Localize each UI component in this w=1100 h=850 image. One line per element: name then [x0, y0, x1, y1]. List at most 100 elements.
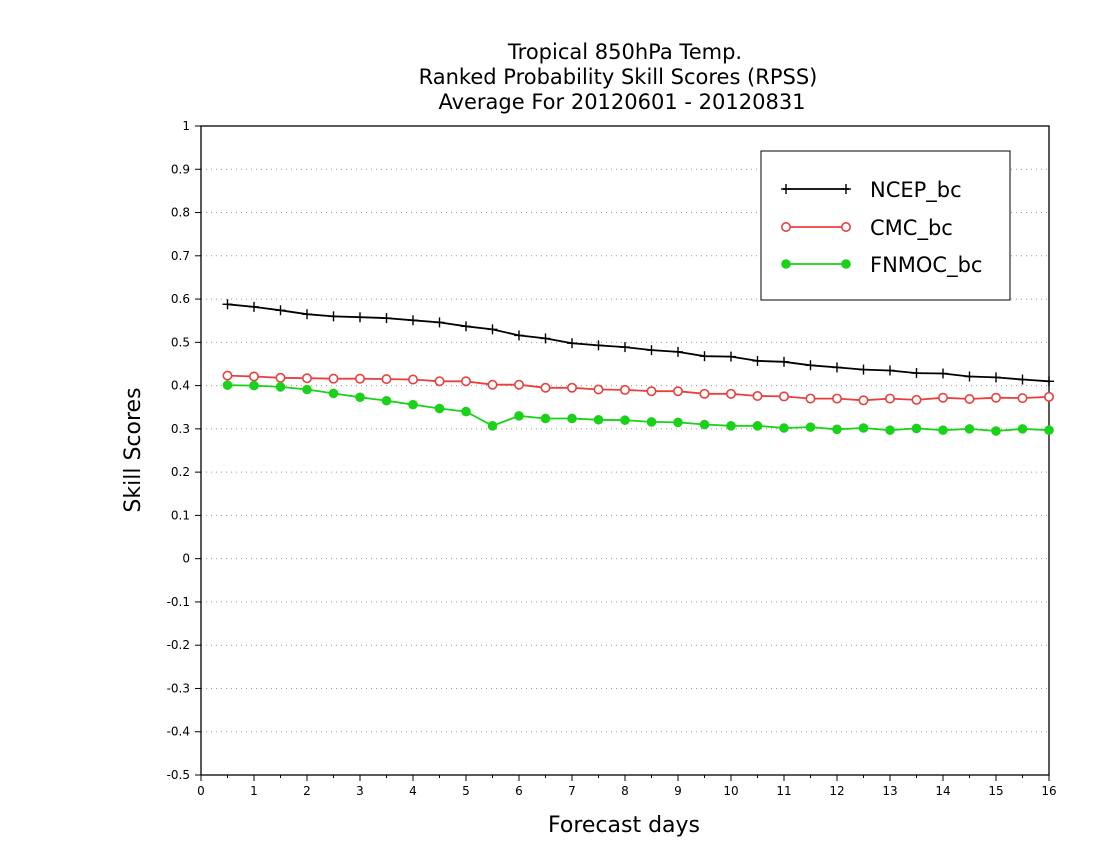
- y-tick-label: 0.3: [171, 422, 190, 436]
- series-line: [227, 384, 1050, 432]
- plus-marker: [381, 313, 392, 324]
- filled-circle-marker: [646, 417, 657, 427]
- plus-marker: [781, 184, 791, 194]
- y-tick-label: -0.2: [167, 638, 190, 652]
- x-tick-label: 15: [988, 784, 1003, 798]
- filled-circle-marker: [620, 415, 630, 426]
- series-group: [222, 299, 1055, 436]
- plus-marker: [275, 305, 286, 316]
- y-tick-label: 0.1: [171, 508, 190, 522]
- open-circle-marker: [540, 382, 551, 393]
- plus-marker: [514, 330, 524, 341]
- open-circle-marker: [513, 379, 524, 390]
- filled-circle-marker: [1017, 424, 1028, 434]
- plus-marker: [938, 368, 948, 379]
- plus-marker: [991, 372, 1001, 383]
- y-tick-label: 0.6: [171, 292, 190, 306]
- filled-circle-marker: [355, 392, 365, 403]
- filled-circle-marker: [275, 382, 286, 392]
- x-tick-label: 9: [674, 784, 682, 798]
- plus-marker: [964, 371, 975, 382]
- legend-entry: NCEP_bc: [781, 178, 962, 203]
- chart-title-line-2: Ranked Probability Skill Scores (RPSS): [419, 65, 818, 89]
- plus-marker: [673, 346, 683, 357]
- plus-marker: [620, 342, 630, 353]
- open-circle-marker: [840, 222, 851, 233]
- filled-circle-marker: [752, 421, 763, 431]
- y-tick-label: 0.9: [171, 162, 190, 176]
- legend-entry: CMC_bc: [780, 216, 953, 241]
- filled-circle-marker: [434, 403, 445, 414]
- x-tick-label: 16: [1041, 784, 1056, 798]
- filled-circle-marker: [487, 421, 498, 431]
- plus-marker: [540, 333, 551, 344]
- open-circle-marker: [1017, 393, 1028, 404]
- plus-marker: [752, 355, 763, 366]
- plus-marker: [249, 301, 259, 312]
- open-circle-marker: [566, 382, 577, 393]
- x-tick-label: 13: [882, 784, 897, 798]
- filled-circle-marker: [222, 380, 233, 390]
- open-circle-marker: [858, 395, 869, 406]
- open-circle-marker: [831, 393, 842, 404]
- open-circle-marker: [619, 384, 630, 395]
- axes: -0.5 -0.4 -0.3 -0.2 -0.1 0 0.1 0.2 0.3 0.4 0.5 0.6 0…: [167, 119, 1057, 798]
- filled-circle-marker: [593, 414, 604, 425]
- filled-circle-marker: [832, 424, 842, 435]
- open-circle-marker: [884, 393, 895, 404]
- legend-label: FNMOC_bc: [870, 253, 982, 278]
- filled-circle-marker: [781, 259, 791, 269]
- open-circle-marker: [1044, 391, 1055, 402]
- open-circle-marker: [990, 392, 1001, 403]
- y-tick-label: -0.3: [167, 681, 190, 695]
- x-tick-label: 14: [935, 784, 950, 798]
- open-circle-marker: [699, 388, 710, 399]
- open-circle-marker: [778, 391, 789, 402]
- open-circle-marker: [725, 388, 736, 399]
- filled-circle-marker: [964, 424, 975, 434]
- plus-marker: [1044, 376, 1054, 387]
- plus-marker: [222, 299, 233, 310]
- open-circle-marker: [460, 376, 471, 387]
- y-tick-label: -0.4: [167, 725, 190, 739]
- plus-marker: [328, 311, 339, 322]
- open-circle-marker: [222, 370, 233, 381]
- x-tick-label: 5: [462, 784, 470, 798]
- plus-marker: [858, 364, 869, 375]
- plus-marker: [408, 315, 418, 326]
- open-circle-marker: [780, 222, 791, 233]
- plus-marker: [699, 351, 710, 362]
- filled-circle-marker: [805, 422, 816, 432]
- open-circle-marker: [275, 372, 286, 383]
- legend: NCEP_bc CMC_bc FNMOC_bc: [760, 150, 1011, 301]
- open-circle-marker: [593, 384, 604, 395]
- x-tick-label: 6: [515, 784, 523, 798]
- open-circle-marker: [328, 373, 339, 384]
- series-line: [227, 303, 1050, 383]
- x-tick-label: 1: [250, 784, 258, 798]
- filled-circle-marker: [858, 423, 869, 433]
- open-circle-marker: [937, 392, 948, 403]
- plus-marker: [726, 351, 736, 362]
- y-tick-label: 0.5: [171, 335, 190, 349]
- legend-entry: FNMOC_bc: [781, 253, 982, 278]
- series-CMC_bc: [222, 370, 1055, 406]
- open-circle-marker: [381, 374, 392, 385]
- open-circle-marker: [964, 394, 975, 405]
- filled-circle-marker: [514, 411, 524, 421]
- x-tick-label: 11: [776, 784, 791, 798]
- x-axis-label: Forecast days: [548, 813, 700, 838]
- open-circle-marker: [911, 394, 922, 405]
- y-tick-label: 0.7: [171, 249, 190, 263]
- y-tick-label: 0.4: [171, 379, 190, 393]
- plus-marker: [841, 184, 851, 194]
- open-circle-marker: [301, 373, 312, 384]
- plus-marker: [567, 338, 577, 349]
- filled-circle-marker: [841, 259, 851, 269]
- filled-circle-marker: [328, 388, 339, 399]
- series-FNMOC_bc: [222, 380, 1054, 436]
- plus-marker: [1017, 374, 1028, 385]
- plus-marker: [593, 340, 604, 351]
- open-circle-marker: [805, 393, 816, 404]
